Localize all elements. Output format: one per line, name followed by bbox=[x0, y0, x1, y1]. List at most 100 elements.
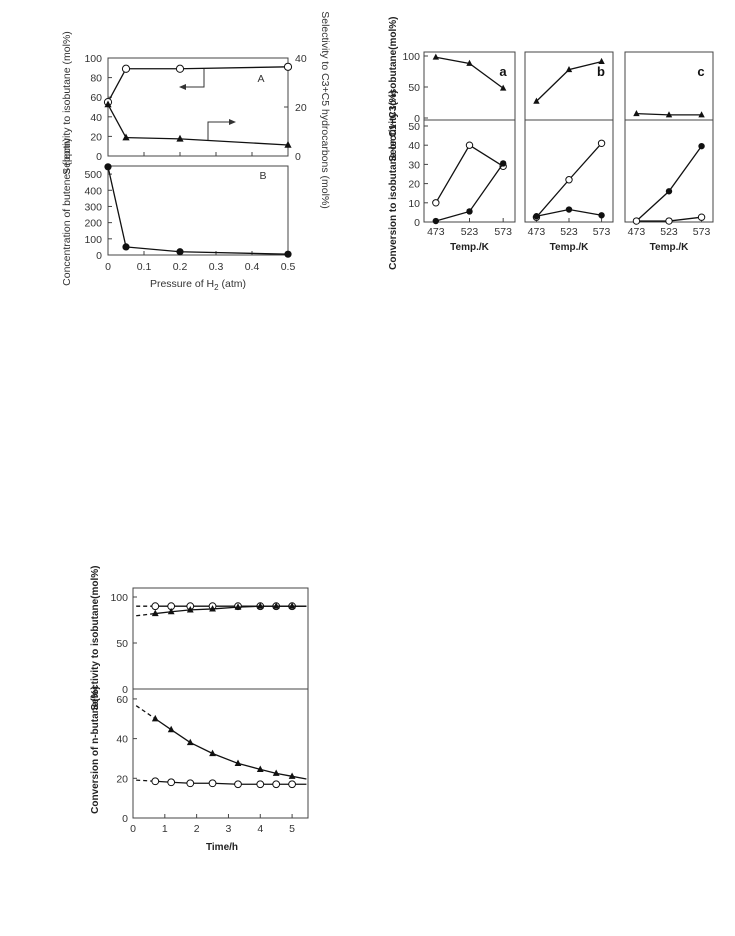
tick-label-time-x: 5 bbox=[289, 823, 295, 835]
point-time-1 bbox=[234, 603, 242, 610]
point-b-1 bbox=[565, 176, 573, 184]
point-A-1 bbox=[122, 133, 130, 141]
tick-label-B-x: 0.1 bbox=[137, 261, 152, 273]
point-B-0 bbox=[122, 243, 130, 251]
tick-label-top-y: 0 bbox=[414, 113, 420, 125]
point-time-3 bbox=[272, 780, 281, 789]
point-b-2 bbox=[598, 212, 605, 219]
tick-label-A-y: 100 bbox=[84, 53, 102, 65]
point-B-0 bbox=[104, 163, 112, 171]
point-time-1 bbox=[272, 602, 280, 609]
series-extrap-start-1 bbox=[136, 612, 156, 617]
tick-label-B-y: 300 bbox=[84, 201, 102, 213]
tick-label-bottom-y: 20 bbox=[408, 179, 420, 191]
tick-label-B-y: 500 bbox=[84, 169, 102, 181]
point-c-2 bbox=[697, 213, 706, 221]
point-b-1 bbox=[597, 139, 606, 147]
tick-label-c-x: 473 bbox=[628, 226, 646, 238]
left-y-title-bottom: Concentration of butenes (ppm) bbox=[61, 138, 73, 286]
tick-label-time-bottom-y: 40 bbox=[116, 734, 128, 746]
point-time-0 bbox=[151, 602, 160, 611]
point-time-2 bbox=[272, 769, 280, 776]
tick-label-B-y: 100 bbox=[84, 234, 102, 246]
tick-label-A-y: 60 bbox=[90, 92, 102, 104]
series-extrap-start-2 bbox=[135, 705, 156, 720]
point-time-3 bbox=[256, 780, 265, 789]
panel-label-b: b bbox=[597, 64, 605, 79]
tick-label-time-bottom-y: 20 bbox=[116, 773, 128, 785]
tick-label-time-x: 1 bbox=[162, 823, 168, 835]
left-y2-title-top: Selectivity to C3+C5 hydrocarbons (mol%) bbox=[319, 11, 331, 209]
plot-frame-bottom-a bbox=[423, 119, 516, 223]
point-B-0 bbox=[176, 248, 184, 256]
bottom-y-title-bottom: Conversion of n-butane(%) bbox=[90, 686, 101, 814]
left-x-title: Pressure of H2 (atm) bbox=[150, 278, 246, 292]
tick-label-c-x: 573 bbox=[693, 226, 711, 238]
tick-label-A-y: 20 bbox=[90, 131, 102, 143]
bottom-x-title: Time/h bbox=[206, 842, 238, 853]
tick-label-A-y2: 0 bbox=[295, 151, 301, 163]
arrow-left-indicator bbox=[179, 69, 205, 90]
point-time-1 bbox=[151, 609, 159, 617]
point-c-1 bbox=[698, 142, 705, 150]
series-line-a-1 bbox=[435, 144, 504, 204]
tick-label-time-top-y: 50 bbox=[116, 638, 128, 650]
tick-label-bottom-y: 50 bbox=[408, 121, 420, 133]
tick-label-time-x: 4 bbox=[257, 823, 263, 835]
point-time-2 bbox=[186, 738, 194, 746]
point-c-0 bbox=[665, 111, 673, 118]
series-line-c-1 bbox=[636, 145, 703, 222]
point-c-0 bbox=[698, 111, 705, 118]
point-A-1 bbox=[104, 100, 112, 108]
point-a-2 bbox=[466, 208, 473, 215]
tick-label-b-x: 523 bbox=[560, 226, 578, 238]
tick-label-time-bottom-y: 0 bbox=[122, 813, 128, 825]
tick-label-b-x: 473 bbox=[528, 226, 546, 238]
arrow-right-indicator bbox=[207, 119, 236, 140]
panel-label-A: A bbox=[257, 73, 264, 85]
point-a-0 bbox=[432, 53, 440, 60]
point-a-0 bbox=[466, 59, 473, 66]
point-time-3 bbox=[151, 777, 160, 786]
tick-label-time-bottom-y: 60 bbox=[116, 694, 128, 706]
tick-label-A-y2: 40 bbox=[295, 53, 307, 65]
tick-label-A-y: 80 bbox=[90, 73, 102, 85]
series-line-A-0 bbox=[107, 66, 289, 103]
point-a-1 bbox=[465, 141, 474, 149]
tick-label-top-y: 100 bbox=[402, 51, 420, 63]
tick-label-top-y: 50 bbox=[408, 82, 420, 94]
panel-label-c: c bbox=[697, 64, 704, 79]
tick-label-A-y: 0 bbox=[96, 151, 102, 163]
point-time-1 bbox=[288, 602, 296, 609]
series-line-time-1 bbox=[155, 605, 307, 615]
left-y-title-top: Selectivity to isobutane (mol%) bbox=[61, 31, 73, 175]
tick-label-B-x: 0.2 bbox=[173, 261, 188, 273]
tick-label-A-y: 40 bbox=[90, 112, 102, 124]
plot-frame-bottom-top bbox=[132, 587, 309, 690]
tick-label-bottom-y: 0 bbox=[414, 217, 420, 229]
point-a-0 bbox=[499, 84, 507, 91]
tick-label-time-x: 3 bbox=[226, 823, 232, 835]
tick-label-A-y2: 20 bbox=[295, 102, 307, 114]
point-A-1 bbox=[284, 140, 292, 148]
plot-frame-top-c bbox=[624, 51, 714, 121]
point-a-1 bbox=[432, 199, 440, 207]
point-b-0 bbox=[533, 97, 540, 104]
point-c-2 bbox=[665, 217, 673, 225]
tick-label-B-x: 0.5 bbox=[281, 261, 296, 273]
plot-frame-bottom-bottom bbox=[132, 688, 309, 819]
tick-label-b-x: 573 bbox=[593, 226, 611, 238]
tick-label-time-top-y: 0 bbox=[122, 684, 128, 696]
tick-label-B-x: 0.4 bbox=[245, 261, 260, 273]
x-title-b: Temp./K bbox=[550, 242, 589, 253]
point-B-0 bbox=[284, 250, 292, 258]
point-a-2 bbox=[432, 217, 440, 225]
plot-frame-bottom-c bbox=[624, 119, 714, 223]
point-b-0 bbox=[598, 57, 605, 65]
x-title-a: Temp./K bbox=[450, 242, 489, 253]
point-time-1 bbox=[209, 605, 216, 612]
point-A-1 bbox=[176, 134, 184, 142]
point-a-2 bbox=[499, 160, 507, 167]
